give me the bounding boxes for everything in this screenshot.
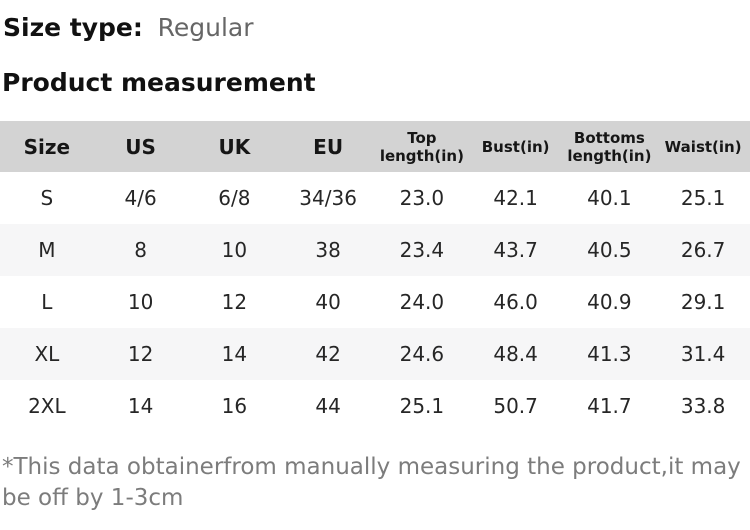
table-cell: 38 bbox=[281, 224, 375, 276]
table-cell: 41.3 bbox=[562, 328, 657, 380]
table-row: M 8 10 38 23.4 43.7 40.5 26.7 bbox=[0, 224, 750, 276]
column-header: Size bbox=[0, 121, 94, 172]
size-measurement-table: Size US UK EU Top length(in) Bust(in) Bottoms … bbox=[0, 121, 750, 432]
table-header-row: Size US UK EU Top length(in) Bust(in) Bottoms … bbox=[0, 121, 750, 172]
column-header: US bbox=[93, 121, 188, 172]
column-header: UK bbox=[187, 121, 282, 172]
table-row: 2XL 14 16 44 25.1 50.7 41.7 33.8 bbox=[0, 380, 750, 432]
table-cell: 10 bbox=[93, 276, 188, 328]
table-cell: 10 bbox=[187, 224, 282, 276]
table-cell: 4/6 bbox=[93, 172, 188, 224]
column-header: Top length(in) bbox=[375, 121, 469, 172]
table-cell: 42 bbox=[281, 328, 375, 380]
table-cell: 29.1 bbox=[656, 276, 750, 328]
table-cell: 40 bbox=[281, 276, 375, 328]
size-type-line: Size type: Regular bbox=[3, 13, 254, 42]
table-head: Size US UK EU Top length(in) Bust(in) Bottoms … bbox=[0, 121, 750, 172]
column-header: EU bbox=[281, 121, 375, 172]
table-cell: 48.4 bbox=[468, 328, 563, 380]
table-cell: L bbox=[0, 276, 94, 328]
column-header: Bottoms length(in) bbox=[562, 121, 657, 172]
table-cell: 25.1 bbox=[656, 172, 750, 224]
table-cell: 8 bbox=[93, 224, 188, 276]
table-cell: 34/36 bbox=[281, 172, 375, 224]
table-cell: 16 bbox=[187, 380, 282, 432]
table-cell: 40.1 bbox=[562, 172, 657, 224]
table-cell: 6/8 bbox=[187, 172, 282, 224]
table-cell: S bbox=[0, 172, 94, 224]
size-type-value: Regular bbox=[157, 13, 254, 42]
column-header: Waist(in) bbox=[656, 121, 750, 172]
table-cell: 12 bbox=[93, 328, 188, 380]
column-header: Bust(in) bbox=[468, 121, 563, 172]
table-cell: 41.7 bbox=[562, 380, 657, 432]
table-cell: 2XL bbox=[0, 380, 94, 432]
size-type-label: Size type: bbox=[3, 13, 143, 42]
table-cell: 46.0 bbox=[468, 276, 563, 328]
table-cell: 31.4 bbox=[656, 328, 750, 380]
table-cell: 14 bbox=[93, 380, 188, 432]
table-cell: 14 bbox=[187, 328, 282, 380]
table-cell: 25.1 bbox=[375, 380, 469, 432]
table-cell: 12 bbox=[187, 276, 282, 328]
table-cell: 40.9 bbox=[562, 276, 657, 328]
table-cell: 42.1 bbox=[468, 172, 563, 224]
table-cell: 40.5 bbox=[562, 224, 657, 276]
table-cell: 24.0 bbox=[375, 276, 469, 328]
table-row: XL 12 14 42 24.6 48.4 41.3 31.4 bbox=[0, 328, 750, 380]
table-cell: XL bbox=[0, 328, 94, 380]
table-body: S 4/6 6/8 34/36 23.0 42.1 40.1 25.1 M 8 10 38 23.4 43… bbox=[0, 172, 750, 432]
table-row: S 4/6 6/8 34/36 23.0 42.1 40.1 25.1 bbox=[0, 172, 750, 224]
table-cell: 23.4 bbox=[375, 224, 469, 276]
table-cell: 43.7 bbox=[468, 224, 563, 276]
table-cell: 24.6 bbox=[375, 328, 469, 380]
table-cell: 33.8 bbox=[656, 380, 750, 432]
measurement-disclaimer: *This data obtainerfrom manually measuri… bbox=[2, 454, 741, 511]
table-cell: 26.7 bbox=[656, 224, 750, 276]
table-cell: 23.0 bbox=[375, 172, 469, 224]
section-title: Product measurement bbox=[2, 68, 316, 97]
table-cell: M bbox=[0, 224, 94, 276]
table-cell: 44 bbox=[281, 380, 375, 432]
table-row: L 10 12 40 24.0 46.0 40.9 29.1 bbox=[0, 276, 750, 328]
table-cell: 50.7 bbox=[468, 380, 563, 432]
